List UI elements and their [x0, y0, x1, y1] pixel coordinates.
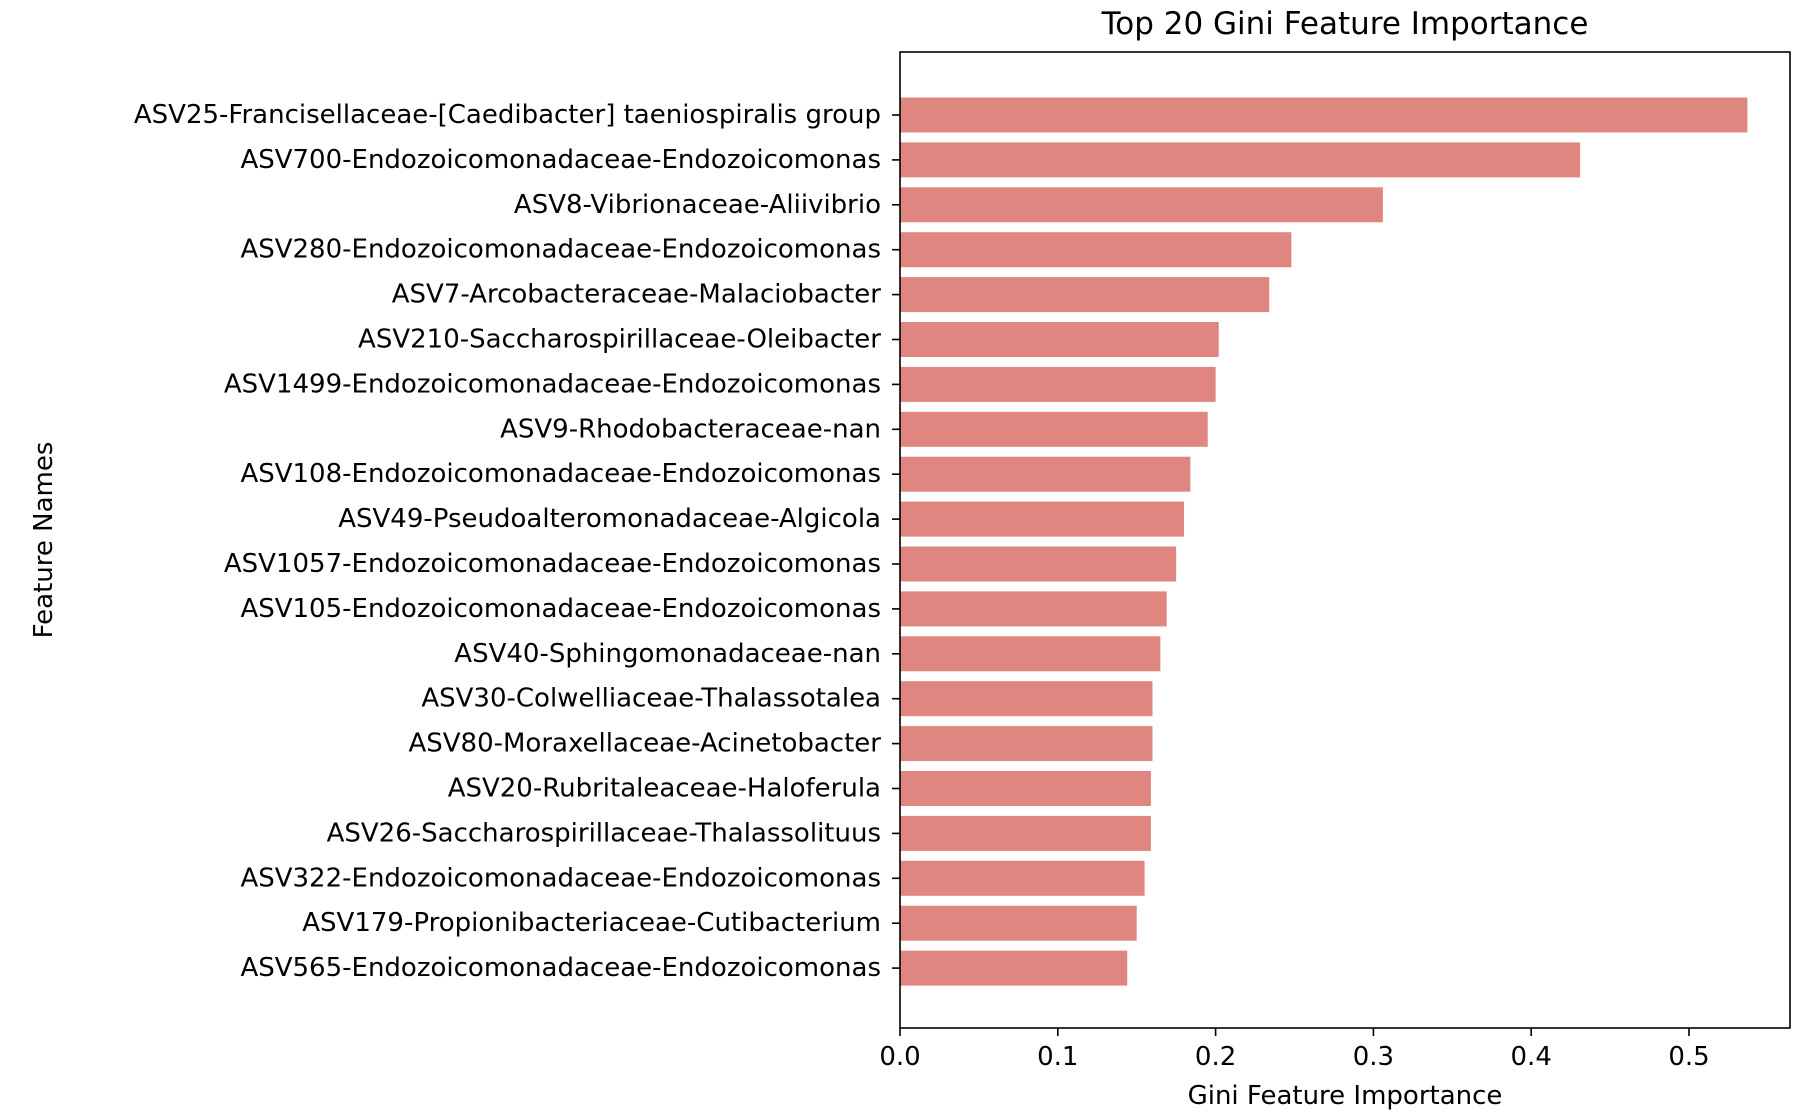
- bar-4: [900, 232, 1292, 268]
- y-tick-label-4: ASV280-Endozoicomonadaceae-Endozoicomona…: [240, 235, 881, 265]
- y-tick-label-1: ASV25-Francisellaceae-[Caedibacter] taen…: [134, 100, 881, 130]
- bar-20: [900, 950, 1128, 986]
- y-tick-label-19: ASV179-Propionibacteriaceae-Cutibacteriu…: [302, 908, 881, 938]
- chart-title: Top 20 Gini Feature Importance: [1101, 6, 1589, 42]
- bar-19: [900, 905, 1137, 941]
- x-ticks-group: 0.0 0.1 0.2 0.3 0.4 0.5: [879, 1028, 1710, 1072]
- y-tick-label-15: ASV80-Moraxellaceae-Acinetobacter: [408, 729, 881, 759]
- bar-5: [900, 277, 1270, 313]
- y-tick-label-6: ASV210-Saccharospirillaceae-Oleibacter: [358, 325, 881, 355]
- y-tick-label-2: ASV700-Endozoicomonadaceae-Endozoicomona…: [240, 145, 881, 175]
- x-axis-label: Gini Feature Importance: [1188, 1081, 1503, 1111]
- y-tick-label-5: ASV7-Arcobacteraceae-Malaciobacter: [392, 280, 882, 310]
- bar-10: [900, 501, 1185, 537]
- bar-15: [900, 726, 1153, 762]
- plot-frame: [899, 51, 1791, 1029]
- y-tick-label-17: ASV26-Saccharospirillaceae-Thalassolituu…: [327, 818, 881, 848]
- bar-9: [900, 456, 1191, 492]
- bar-17: [900, 815, 1151, 851]
- y-tick-label-13: ASV40-Sphingomonadaceae-nan: [454, 639, 881, 669]
- x-tick-label-1: 0.0: [879, 1042, 920, 1072]
- y-tick-label-18: ASV322-Endozoicomonadaceae-Endozoicomona…: [240, 863, 881, 893]
- bar-11: [900, 546, 1177, 582]
- y-tick-label-12: ASV105-Endozoicomonadaceae-Endozoicomona…: [240, 594, 881, 624]
- bars-group: [900, 97, 1748, 986]
- bar-8: [900, 411, 1208, 447]
- bar-18: [900, 860, 1145, 896]
- bar-13: [900, 636, 1161, 672]
- y-tick-label-10: ASV49-Pseudoalteromonadaceae-Algicola: [338, 504, 881, 534]
- y-tick-label-7: ASV1499-Endozoicomonadaceae-Endozoicomon…: [224, 369, 881, 399]
- bar-3: [900, 187, 1383, 223]
- x-tick-label-2: 0.1: [1037, 1042, 1078, 1072]
- y-tick-label-8: ASV9-Rhodobacteraceae-nan: [500, 414, 881, 444]
- x-tick-label-6: 0.5: [1668, 1042, 1709, 1072]
- x-tick-label-5: 0.4: [1511, 1042, 1552, 1072]
- bar-14: [900, 681, 1153, 717]
- y-tick-label-16: ASV20-Rubritaleaceae-Haloferula: [448, 774, 881, 804]
- bar-1: [900, 97, 1748, 133]
- y-tick-label-14: ASV30-Colwelliaceae-Thalassotalea: [421, 684, 881, 714]
- bar-16: [900, 771, 1151, 806]
- y-tick-label-3: ASV8-Vibrionaceae-Aliivibrio: [514, 190, 881, 220]
- y-tick-label-20: ASV565-Endozoicomonadaceae-Endozoicomona…: [240, 953, 881, 983]
- bar-6: [900, 322, 1219, 357]
- bar-2: [900, 142, 1581, 178]
- bar-12: [900, 591, 1167, 627]
- x-tick-label-4: 0.3: [1353, 1042, 1394, 1072]
- y-tick-label-11: ASV1057-Endozoicomonadaceae-Endozoicomon…: [224, 549, 881, 579]
- bar-7: [900, 366, 1216, 402]
- y-ticks-group: ASV25-Francisellaceae-[Caedibacter] taen…: [134, 100, 900, 983]
- x-tick-label-3: 0.2: [1195, 1042, 1236, 1072]
- y-tick-label-9: ASV108-Endozoicomonadaceae-Endozoicomona…: [240, 459, 881, 489]
- y-axis-label: Feature Names: [29, 442, 59, 639]
